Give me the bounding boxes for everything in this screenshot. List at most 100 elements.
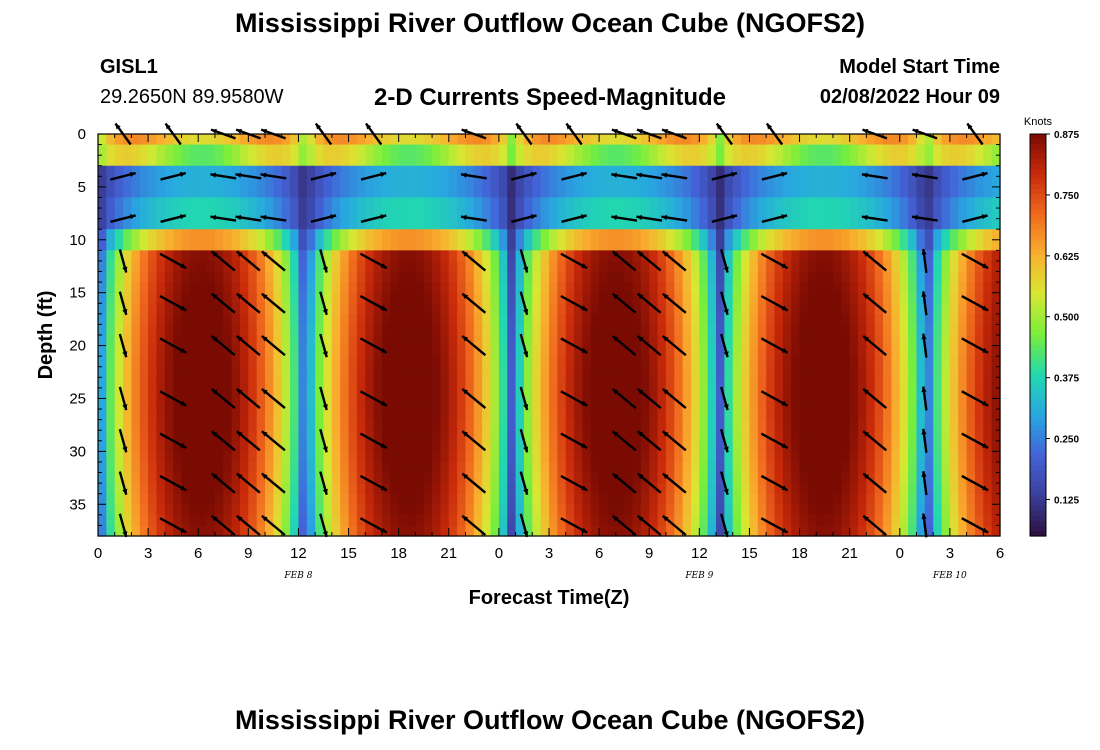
heatmap-cell (532, 197, 542, 209)
heatmap-cell (665, 345, 675, 357)
heatmap-cell (273, 387, 283, 400)
heatmap-cell (164, 377, 174, 389)
heatmap-cell (106, 504, 116, 516)
heatmap-cell (774, 472, 784, 484)
heatmap-cell (549, 313, 558, 326)
heatmap-cell (949, 144, 959, 156)
heatmap-cell (782, 186, 792, 199)
heatmap-cell (265, 345, 274, 357)
heatmap-cell (415, 366, 425, 378)
heatmap-cell (306, 345, 316, 357)
heatmap-cell (131, 250, 141, 262)
heatmap-cell (298, 271, 308, 283)
heatmap-cell (549, 356, 558, 368)
heatmap-cell (273, 144, 283, 156)
heatmap-cell (916, 387, 926, 400)
heatmap-cell (114, 387, 124, 400)
heatmap-cell (866, 271, 876, 283)
heatmap-cell (682, 292, 692, 304)
heatmap-cell (507, 430, 517, 442)
heatmap-cell (490, 260, 500, 273)
heatmap-cell (415, 514, 425, 527)
colorbar-swatch (1030, 139, 1046, 145)
heatmap-cell (908, 514, 918, 527)
current-vector (760, 517, 789, 534)
heatmap-cell (515, 472, 525, 484)
heatmap-cell (707, 176, 717, 188)
heatmap-cell (657, 197, 667, 209)
heatmap-cell (131, 440, 141, 452)
heatmap-cell (933, 419, 943, 431)
heatmap-cell (457, 409, 467, 421)
heatmap-cell (114, 134, 124, 146)
heatmap-cell (448, 144, 458, 156)
heatmap-cell (757, 440, 767, 452)
heatmap-cell (966, 271, 976, 283)
heatmap-cell (640, 292, 650, 304)
heatmap-cell (933, 525, 943, 537)
heatmap-cell (682, 483, 692, 495)
heatmap-cell (231, 419, 241, 431)
heatmap-cell (707, 472, 717, 484)
heatmap-cell (799, 260, 809, 273)
heatmap-cell (649, 366, 659, 378)
heatmap-cell (841, 324, 851, 336)
heatmap-cell (340, 483, 350, 495)
heatmap-cell (749, 461, 759, 474)
heatmap-cell (515, 165, 525, 177)
heatmap-cell (482, 239, 492, 251)
heatmap-cell (532, 387, 542, 400)
heatmap-cell (799, 366, 809, 378)
current-vector (159, 252, 187, 270)
current-vector (661, 250, 687, 272)
heatmap-cell (582, 292, 592, 304)
heatmap-cell (590, 260, 600, 273)
heatmap-cell (640, 186, 650, 199)
heatmap-cell (690, 472, 700, 484)
heatmap-cell (523, 504, 533, 516)
heatmap-cell (348, 430, 358, 442)
heatmap-cell (632, 430, 642, 442)
current-vector (711, 214, 738, 224)
heatmap-cell (139, 419, 149, 431)
heatmap-cell (498, 303, 508, 315)
heatmap-cell (473, 250, 483, 262)
heatmap-cell (682, 313, 692, 326)
colorbar-swatch (1030, 164, 1046, 170)
heatmap-cell (482, 134, 492, 146)
heatmap-cell (657, 292, 667, 304)
heatmap-cell (782, 356, 792, 368)
heatmap-cell (741, 282, 751, 294)
heatmap-cell (523, 197, 533, 209)
heatmap-cell (958, 451, 968, 463)
heatmap-cell (874, 514, 884, 527)
heatmap-cell (724, 186, 734, 199)
heatmap-cell (123, 398, 133, 410)
heatmap-cell (248, 514, 258, 527)
heatmap-cell (331, 229, 341, 241)
heatmap-cell (690, 461, 700, 474)
heatmap-cell (624, 483, 634, 495)
heatmap-cell (607, 134, 617, 146)
heatmap-cell (189, 292, 199, 304)
heatmap-cell (582, 250, 592, 262)
heatmap-cell (507, 440, 517, 452)
heatmap-cell (440, 292, 450, 304)
heatmap-cell (716, 176, 725, 188)
heatmap-cell (306, 229, 316, 241)
heatmap-cell (273, 155, 283, 167)
heatmap-cell (273, 409, 283, 421)
heatmap-cell (807, 377, 817, 389)
heatmap-cell (532, 514, 542, 527)
heatmap-cell (741, 514, 751, 527)
heatmap-cell (457, 483, 467, 495)
heatmap-cell (156, 155, 166, 167)
heatmap-cell (690, 165, 700, 177)
heatmap-cell (824, 144, 834, 156)
heatmap-cell (657, 282, 667, 294)
heatmap-cell (816, 356, 826, 368)
heatmap-cell (924, 303, 934, 315)
heatmap-cell (356, 313, 366, 326)
heatmap-cell (916, 229, 926, 241)
heatmap-cell (381, 218, 391, 230)
